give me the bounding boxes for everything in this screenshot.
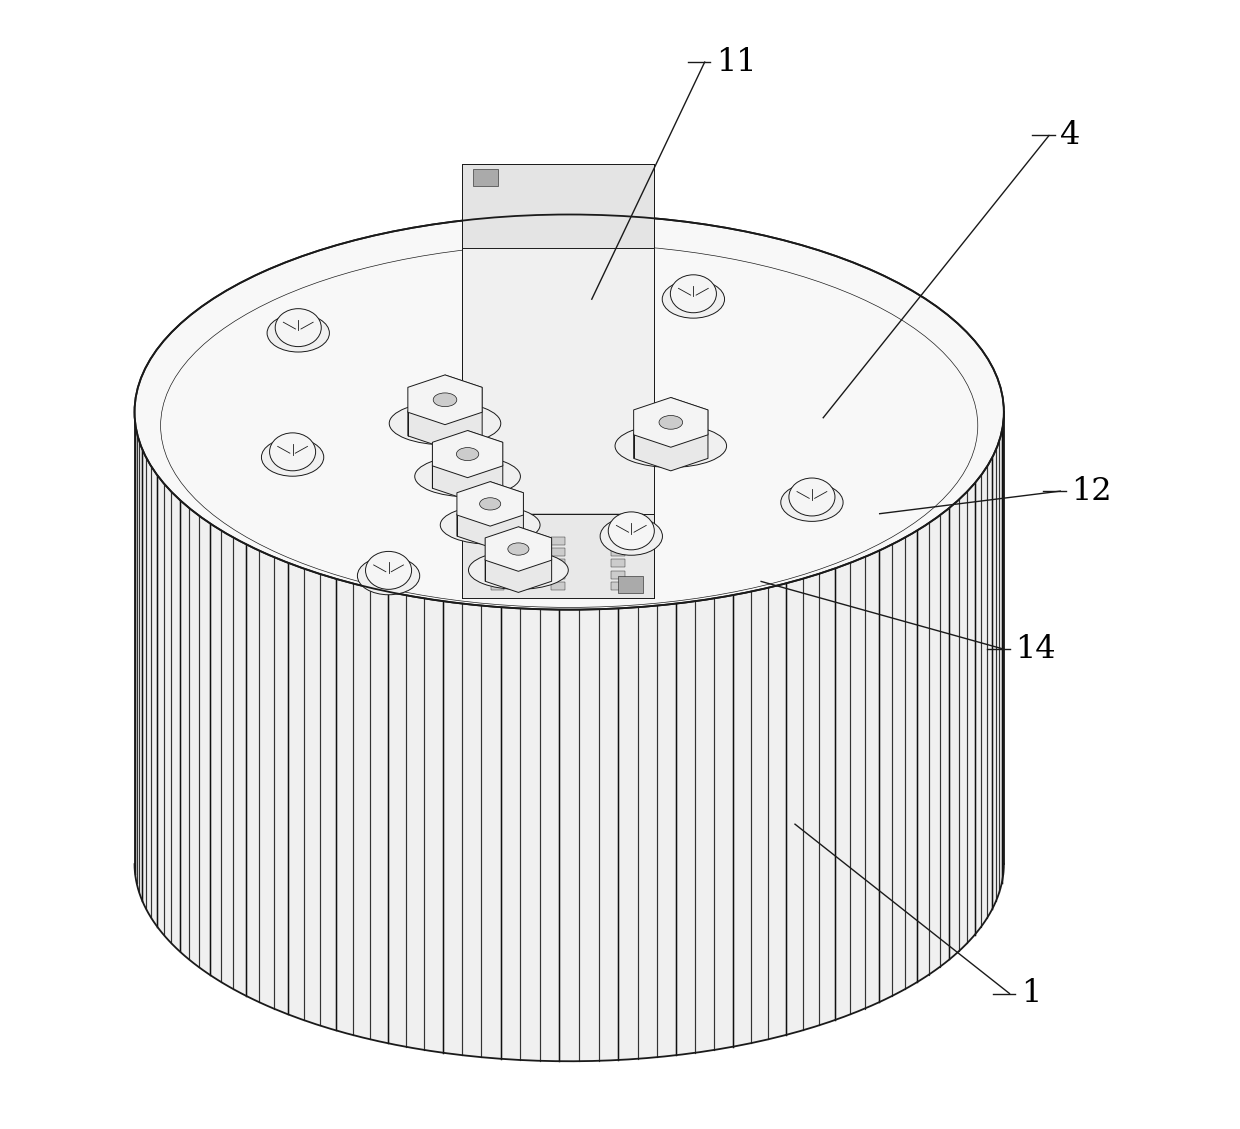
Polygon shape [408,375,482,425]
Polygon shape [491,581,505,590]
Polygon shape [433,453,502,500]
Polygon shape [634,397,708,447]
Polygon shape [551,570,564,579]
Polygon shape [408,399,482,448]
Polygon shape [491,536,505,545]
Ellipse shape [269,432,316,471]
Polygon shape [551,581,564,590]
Ellipse shape [671,274,717,313]
Ellipse shape [658,415,682,429]
Ellipse shape [615,425,727,467]
Polygon shape [463,164,653,248]
Ellipse shape [440,506,541,544]
Polygon shape [467,430,502,465]
Ellipse shape [609,511,655,550]
Ellipse shape [662,280,724,318]
Polygon shape [551,559,564,568]
Polygon shape [611,548,625,557]
Polygon shape [433,430,502,478]
Polygon shape [611,581,625,590]
Polygon shape [485,527,552,571]
Polygon shape [491,559,505,568]
Text: 1: 1 [1021,978,1042,1009]
Polygon shape [485,548,552,593]
Polygon shape [474,169,498,186]
Ellipse shape [267,314,330,352]
Polygon shape [445,375,482,411]
Ellipse shape [414,456,521,497]
Ellipse shape [275,308,321,347]
Ellipse shape [357,557,419,595]
Polygon shape [611,536,625,545]
Ellipse shape [456,447,479,461]
Polygon shape [618,576,642,593]
Ellipse shape [789,478,835,516]
Ellipse shape [508,543,529,555]
Text: 11: 11 [715,46,756,78]
Polygon shape [634,421,708,471]
Polygon shape [551,536,564,545]
Polygon shape [463,514,653,598]
Polygon shape [611,559,625,568]
Polygon shape [463,164,653,514]
Text: 14: 14 [1016,633,1055,665]
Text: 12: 12 [1071,475,1112,507]
Polygon shape [490,482,523,514]
Ellipse shape [433,393,456,406]
Ellipse shape [600,517,662,555]
Polygon shape [456,482,523,526]
Ellipse shape [262,438,324,476]
Ellipse shape [389,402,501,445]
Ellipse shape [134,215,1004,610]
Ellipse shape [781,483,843,522]
Text: 4: 4 [1060,120,1081,151]
Polygon shape [611,570,625,579]
Polygon shape [551,548,564,557]
Polygon shape [456,502,523,548]
Ellipse shape [366,551,412,589]
Ellipse shape [469,551,568,589]
Ellipse shape [480,498,501,510]
Polygon shape [518,527,552,559]
Polygon shape [491,570,505,579]
Polygon shape [134,412,1004,1061]
Polygon shape [491,548,505,557]
Polygon shape [671,397,708,434]
